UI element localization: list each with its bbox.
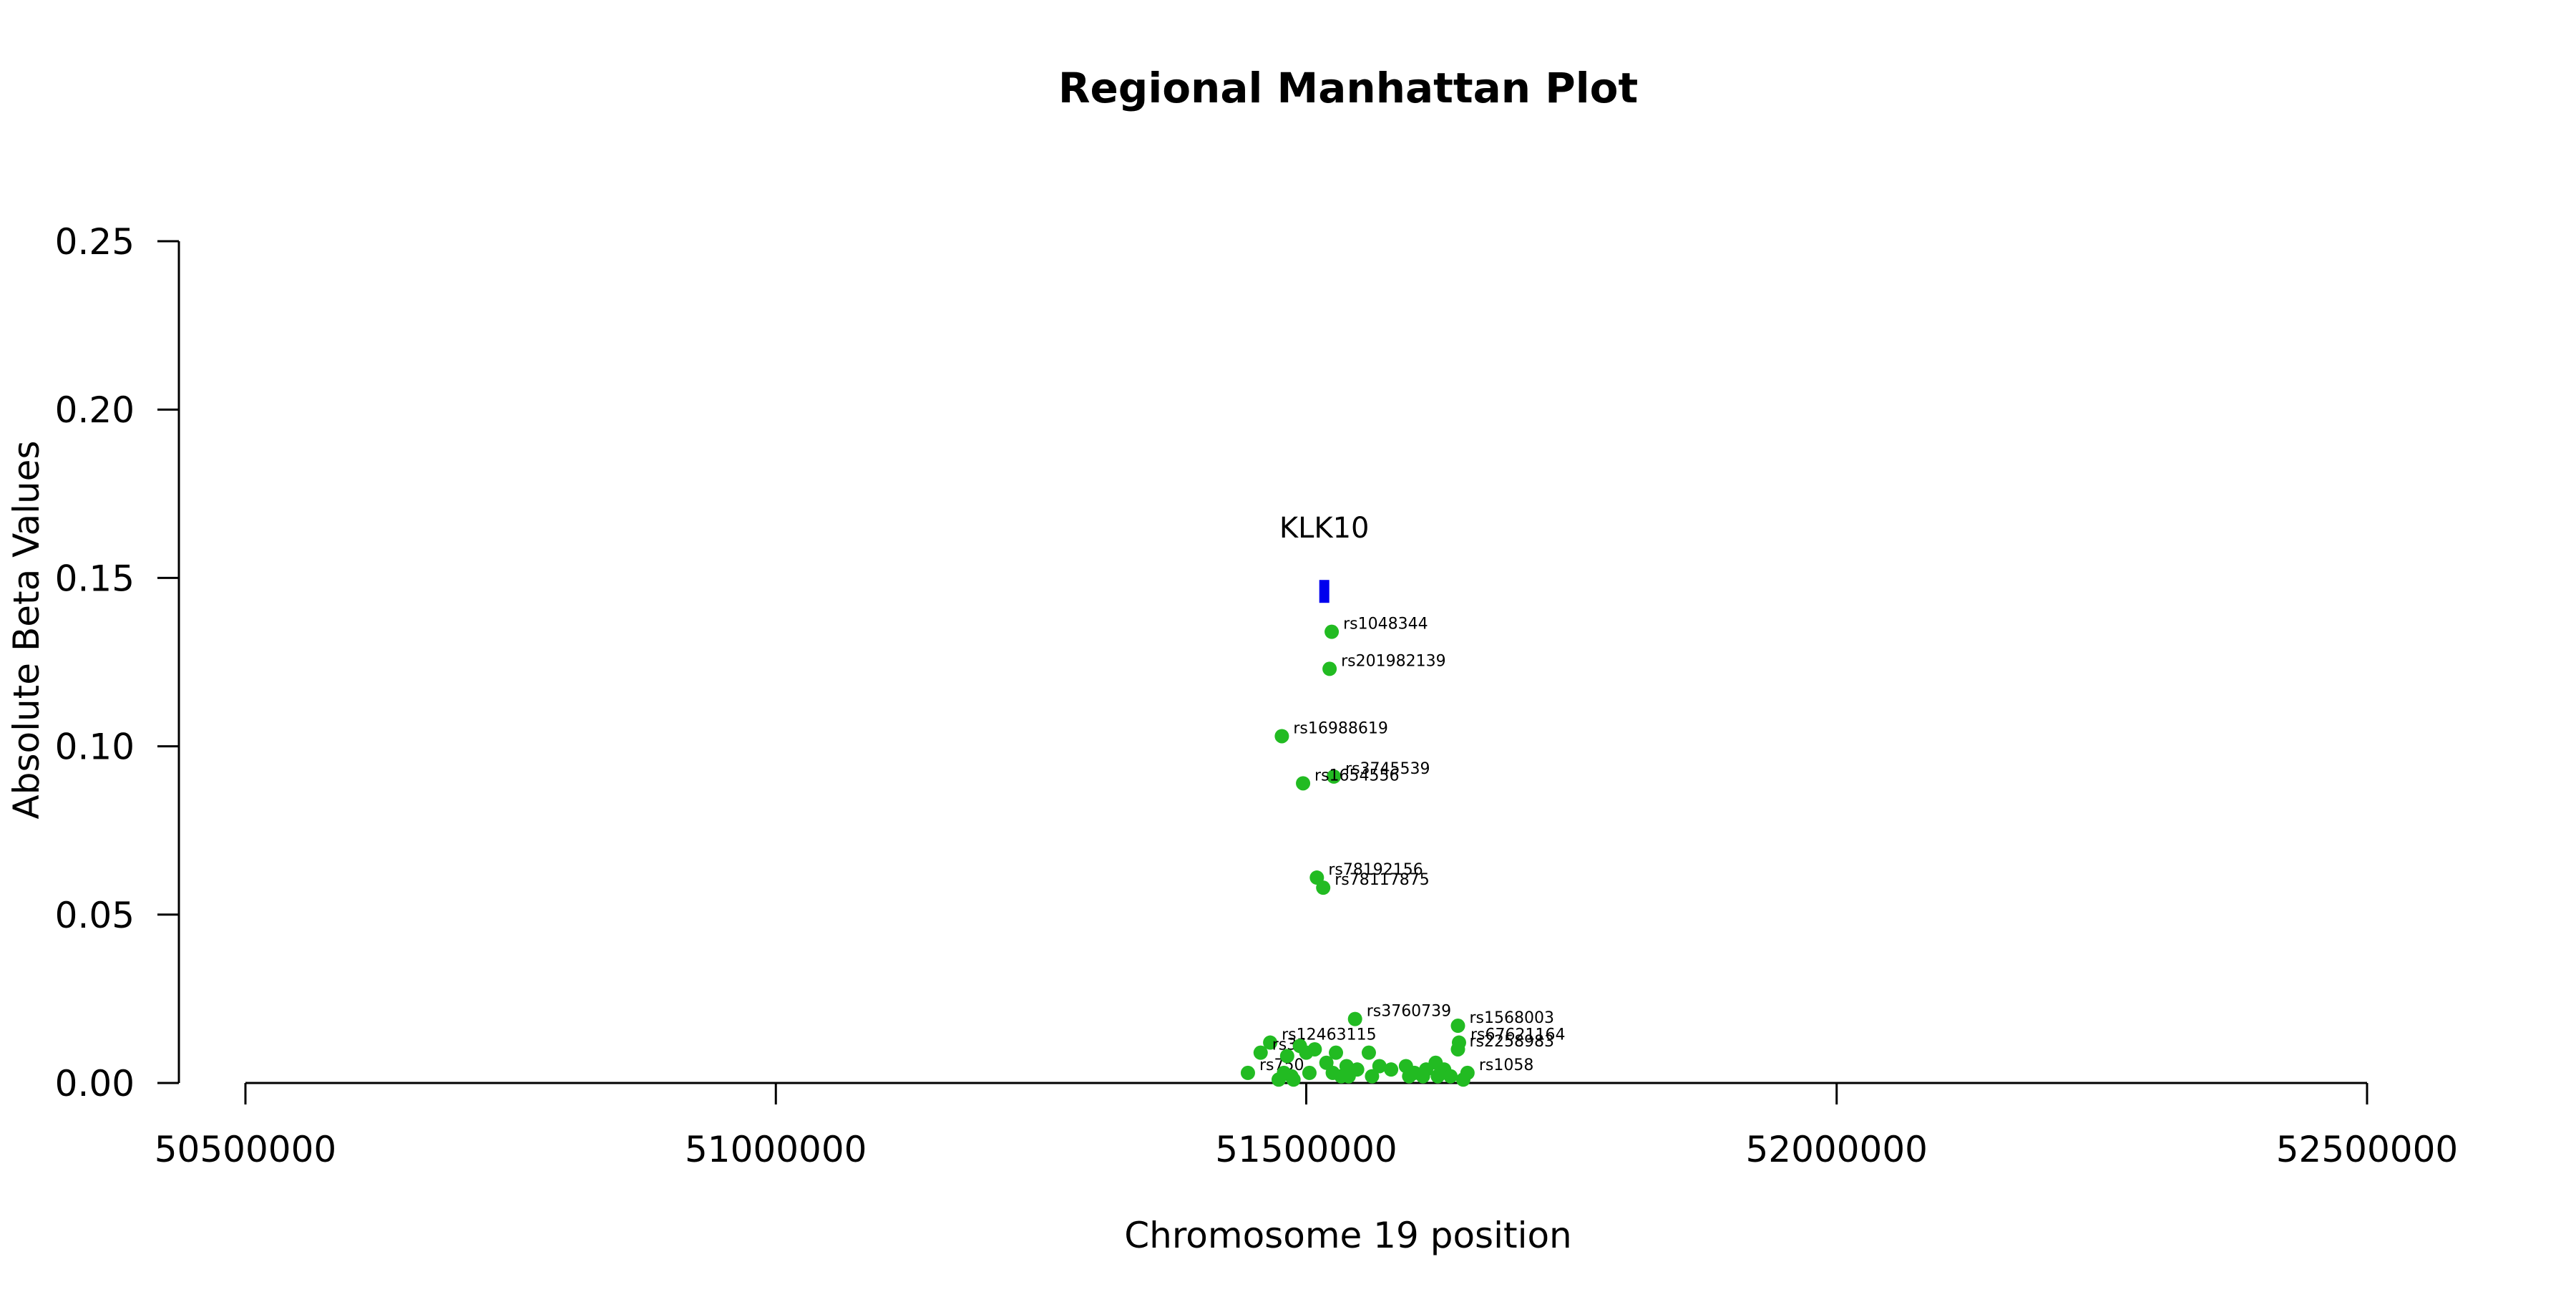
y-tick-label: 0.15 xyxy=(55,558,135,599)
snp-label: rs3745539 xyxy=(1345,760,1430,778)
y-tick-label: 0.25 xyxy=(55,221,135,263)
snp-point xyxy=(1302,1065,1317,1080)
gene-layer: KLK10 xyxy=(1279,512,1370,603)
snp-point xyxy=(1329,1045,1344,1060)
snp-label: rs78117875 xyxy=(1335,871,1429,889)
gene-marker xyxy=(1319,580,1330,603)
y-tick-label: 0.05 xyxy=(55,895,135,936)
snp-point xyxy=(1430,1069,1445,1084)
snp-point xyxy=(1365,1069,1380,1084)
snp-point xyxy=(1443,1069,1458,1084)
snp-point xyxy=(1402,1069,1417,1084)
snp-point xyxy=(1286,1072,1301,1087)
x-tick-label: 51500000 xyxy=(1215,1129,1397,1170)
snp-label: rs78192156 xyxy=(1328,861,1423,879)
snp-point xyxy=(1455,1072,1470,1087)
y-tick-label: 0.00 xyxy=(55,1063,135,1104)
snp-point xyxy=(1450,1041,1465,1057)
snp-point xyxy=(1316,880,1331,895)
x-axis-label: Chromosome 19 position xyxy=(1124,1215,1572,1256)
y-tick-label: 0.10 xyxy=(55,727,135,768)
snp-point xyxy=(1279,1049,1294,1064)
snp-point xyxy=(1450,1019,1465,1034)
snp-point xyxy=(1347,1011,1362,1026)
gene-label: KLK10 xyxy=(1279,512,1370,545)
snp-label: rs201982139 xyxy=(1341,652,1445,670)
snp-point xyxy=(1263,1035,1278,1050)
snp-point xyxy=(1384,1062,1399,1077)
snp-point xyxy=(1327,769,1342,784)
snp-point xyxy=(1324,624,1340,639)
snp-point xyxy=(1322,661,1337,676)
snp-point xyxy=(1341,1069,1356,1084)
y-axis-label: Absolute Beta Values xyxy=(6,441,47,820)
axes: 50500000 51000000 51500000 52000000 52500000… xyxy=(55,221,2459,1170)
snp-label: rs1568003 xyxy=(1469,1009,1554,1027)
snp-point xyxy=(1253,1045,1268,1060)
snp-label: rs3760739 xyxy=(1367,1003,1452,1021)
snp-point xyxy=(1274,729,1289,744)
y-tick-label: 0.20 xyxy=(55,389,135,431)
snp-point xyxy=(1296,776,1311,791)
snp-label: rs2258983 xyxy=(1469,1033,1554,1051)
x-tick-label: 52000000 xyxy=(1746,1129,1928,1170)
snp-point xyxy=(1240,1065,1255,1080)
snp-label: rs1058 xyxy=(1479,1057,1534,1074)
snp-label: rs16988619 xyxy=(1293,719,1387,737)
x-tick-label: 51000000 xyxy=(685,1129,867,1170)
snp-point xyxy=(1361,1045,1376,1060)
snp-point xyxy=(1372,1059,1387,1074)
x-tick-label: 50500000 xyxy=(155,1129,337,1170)
points-layer: rs1048344rs201982139rs16988619rs3745539r… xyxy=(1240,616,1565,1087)
snp-label: rs67621164 xyxy=(1470,1026,1565,1044)
snp-label: rs1654556 xyxy=(1314,767,1400,785)
chart-title: Regional Manhattan Plot xyxy=(1058,64,1638,112)
snp-point xyxy=(1271,1072,1286,1087)
x-tick-label: 52500000 xyxy=(2276,1129,2459,1170)
snp-point xyxy=(1415,1069,1430,1084)
snp-point xyxy=(1307,1041,1322,1057)
snp-label: rs1048344 xyxy=(1343,616,1428,633)
